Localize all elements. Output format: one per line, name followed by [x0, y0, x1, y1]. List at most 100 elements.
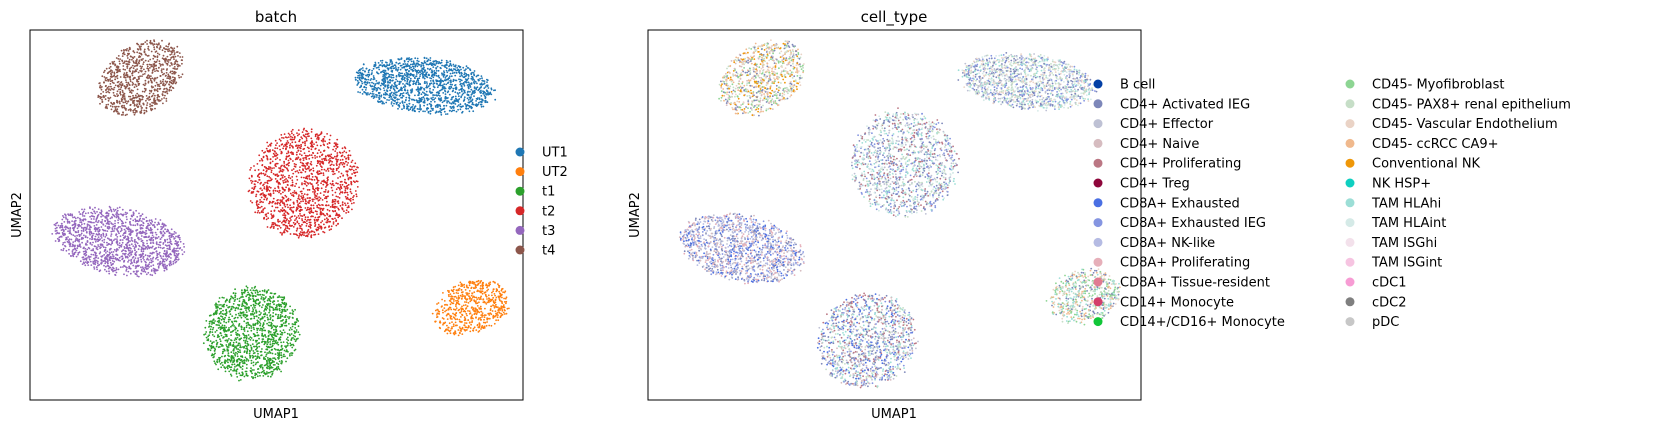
- data-point: [446, 78, 449, 80]
- data-point: [253, 352, 256, 354]
- data-point: [454, 308, 456, 311]
- data-point: [305, 225, 308, 227]
- data-point: [221, 361, 223, 364]
- data-point: [325, 155, 327, 158]
- data-point: [392, 74, 395, 76]
- data-point: [276, 147, 279, 150]
- data-point: [389, 95, 392, 98]
- data-point: [390, 101, 393, 103]
- data-point: [387, 80, 389, 83]
- data-point: [243, 375, 246, 378]
- data-point: [297, 129, 300, 132]
- data-point: [290, 135, 292, 138]
- data-point: [277, 300, 279, 302]
- data-point: [316, 152, 319, 155]
- data-point: [423, 104, 425, 107]
- data-point: [466, 292, 469, 295]
- data-point: [415, 99, 418, 102]
- data-point: [406, 103, 408, 106]
- data-point: [423, 92, 426, 95]
- data-point: [352, 198, 354, 201]
- data-point: [504, 297, 507, 300]
- data-point: [430, 92, 432, 94]
- data-point: [308, 178, 311, 180]
- data-point: [250, 325, 253, 328]
- data-point: [337, 207, 340, 210]
- data-point: [453, 71, 456, 74]
- data-point: [332, 210, 335, 213]
- data-point: [251, 369, 254, 371]
- data-point: [347, 183, 350, 186]
- data-point: [336, 160, 339, 163]
- data-point: [318, 199, 321, 201]
- data-point: [448, 102, 451, 104]
- data-point: [299, 205, 301, 208]
- data-point: [285, 324, 288, 327]
- data-point: [224, 370, 227, 373]
- data-point: [469, 327, 472, 329]
- data-point: [454, 295, 457, 298]
- data-point: [506, 307, 509, 310]
- data-point: [310, 209, 313, 212]
- data-point: [220, 315, 222, 318]
- data-point: [372, 88, 375, 91]
- data-point: [233, 368, 236, 370]
- data-point: [471, 282, 474, 285]
- data-point: [449, 105, 452, 108]
- data-point: [270, 171, 273, 174]
- data-point: [266, 157, 269, 160]
- data-point: [272, 312, 275, 314]
- data-point: [488, 324, 491, 327]
- data-point: [352, 169, 355, 172]
- data-point: [267, 324, 270, 327]
- data-point: [495, 305, 498, 308]
- data-point: [429, 80, 432, 82]
- data-point: [494, 98, 497, 101]
- data-point: [472, 329, 474, 332]
- data-point: [328, 229, 331, 231]
- data-point: [271, 200, 274, 203]
- data-point: [346, 202, 349, 205]
- cluster: [202, 285, 301, 382]
- data-point: [151, 274, 154, 277]
- data-point: [243, 326, 246, 329]
- data-point: [384, 73, 387, 76]
- data-point: [277, 367, 280, 370]
- data-point: [334, 150, 337, 153]
- data-point: [245, 301, 248, 304]
- data-point: [454, 285, 457, 288]
- data-point: [419, 71, 421, 74]
- data-point: [264, 351, 266, 354]
- data-point: [341, 191, 344, 194]
- data-point: [269, 305, 271, 308]
- data-point: [277, 365, 280, 368]
- data-point: [363, 86, 366, 89]
- data-point: [466, 84, 469, 86]
- data-point: [287, 197, 290, 200]
- data-point: [306, 231, 308, 234]
- data-point: [324, 189, 327, 191]
- data-point: [285, 148, 287, 151]
- data-point: [219, 343, 222, 346]
- data-point: [423, 56, 426, 59]
- data-point: [281, 310, 284, 313]
- data-point: [398, 58, 401, 61]
- data-point: [261, 348, 263, 350]
- data-point: [297, 337, 299, 340]
- data-point: [272, 357, 274, 360]
- data-point: [492, 300, 495, 302]
- data-point: [441, 86, 444, 88]
- data-point: [318, 196, 320, 199]
- data-point: [301, 229, 303, 231]
- data-point: [280, 150, 283, 153]
- data-point: [389, 66, 392, 69]
- data-point: [308, 175, 310, 178]
- cluster: [431, 279, 510, 337]
- data-point: [265, 353, 268, 356]
- data-point: [297, 204, 299, 207]
- data-point: [226, 367, 229, 370]
- data-point: [245, 306, 248, 309]
- data-point: [328, 160, 331, 163]
- data-point: [376, 94, 378, 97]
- data-point: [408, 67, 411, 70]
